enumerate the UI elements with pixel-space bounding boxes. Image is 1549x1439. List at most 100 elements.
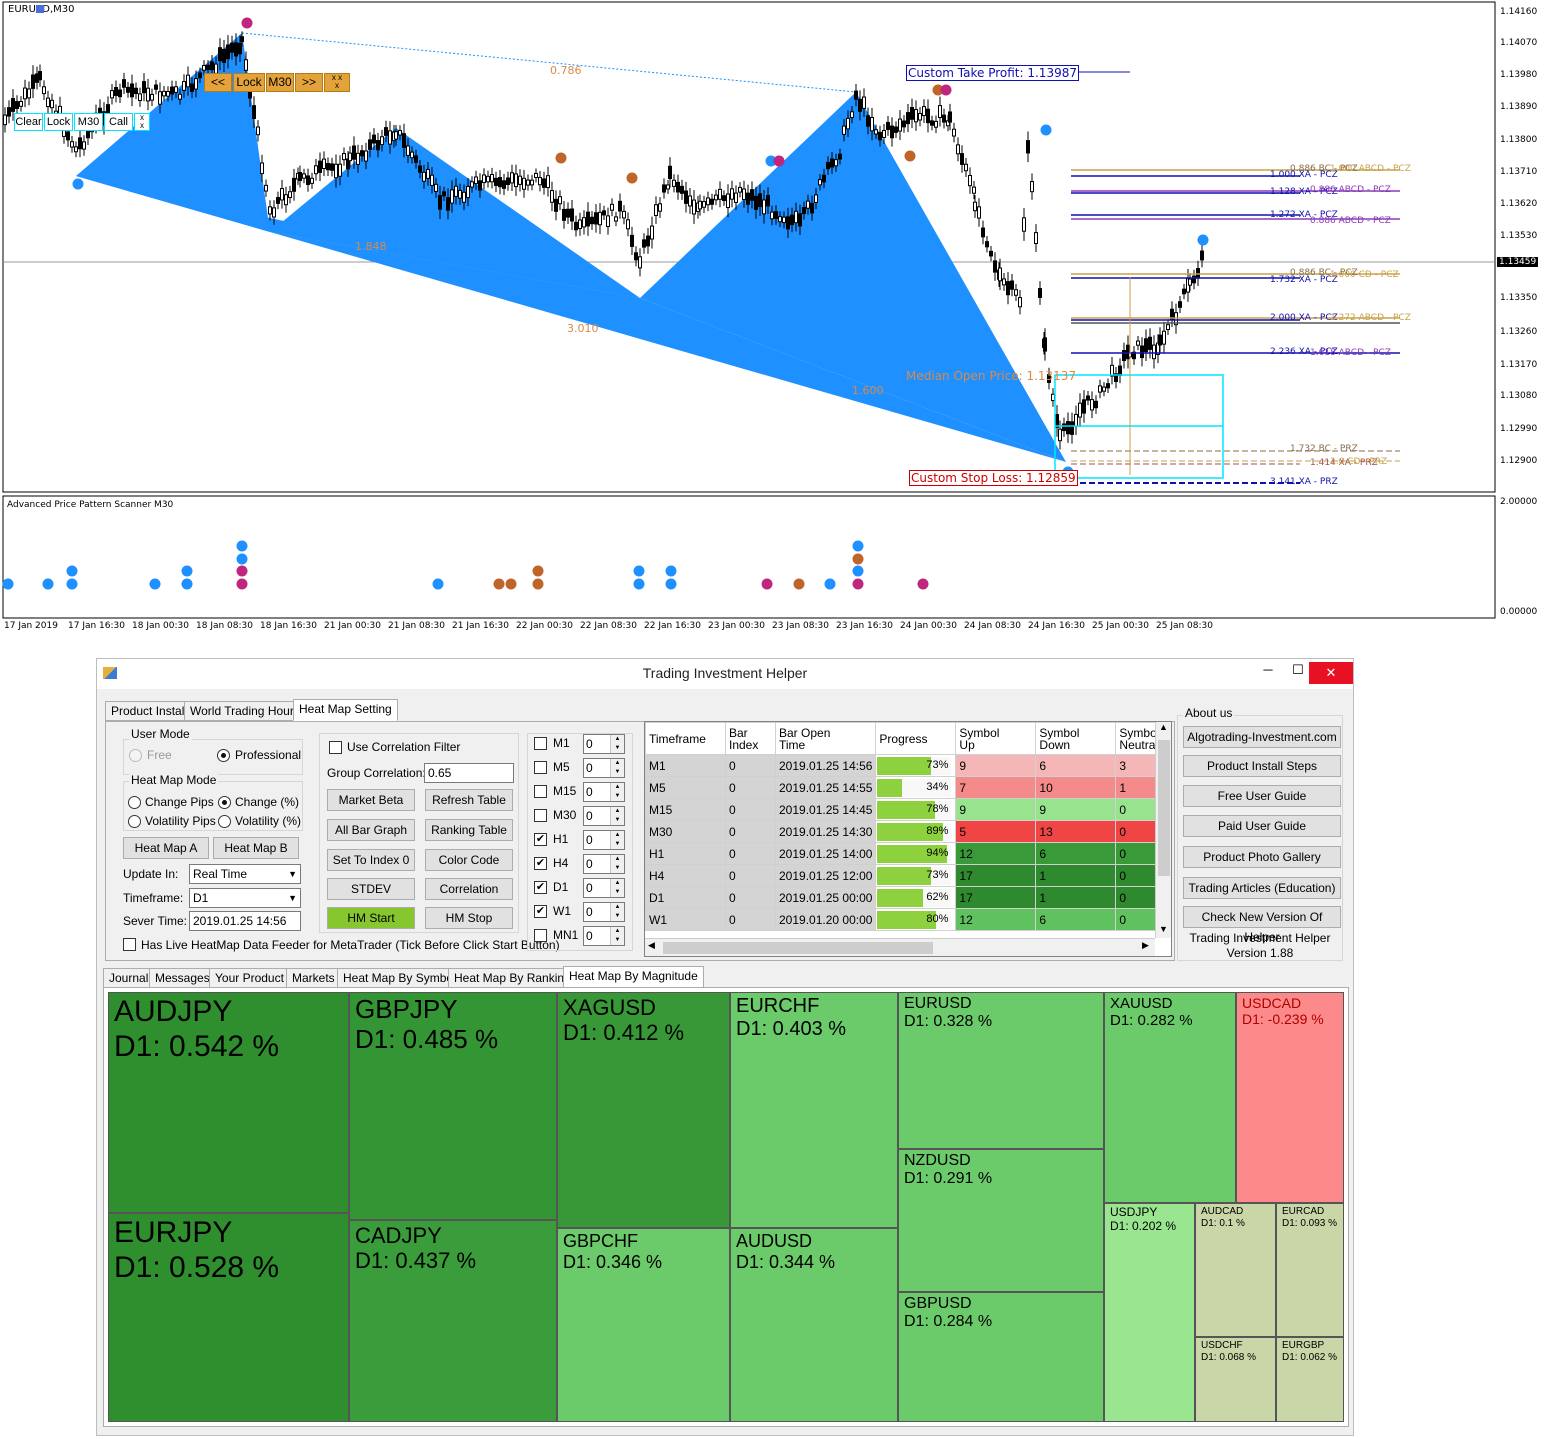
stepper-arrows-icon[interactable]: ▲ ▼ (610, 807, 624, 825)
timeframe-index-stepper[interactable]: 0 ▲ ▼ (583, 926, 625, 946)
heatmap-tile-usdcad[interactable]: USDCAD D1: -0.239 % (1236, 992, 1344, 1203)
heatmap-tile-eurchf[interactable]: EURCHF D1: 0.403 % (730, 992, 898, 1228)
timeframe-checkbox-m30[interactable] (534, 809, 547, 822)
timeframe-index-stepper[interactable]: 0 ▲ ▼ (583, 830, 625, 850)
next-button[interactable]: >> (295, 73, 323, 92)
stepper-arrows-icon[interactable]: ▲ ▼ (610, 879, 624, 897)
tab-markets[interactable]: Markets (286, 968, 341, 988)
heatmap-tile-audusd[interactable]: AUDUSD D1: 0.344 % (730, 1228, 898, 1422)
use-correlation-checkbox[interactable] (329, 741, 342, 754)
table-row[interactable]: M15 0 2019.01.25 14:45 78% 9 9 0 (645, 798, 1164, 821)
heatmap-tile-xauusd[interactable]: XAUUSD D1: 0.282 % (1104, 992, 1236, 1203)
heatmap-tile-gbpusd[interactable]: GBPUSD D1: 0.284 % (898, 1292, 1104, 1422)
table-header[interactable]: Bar Index (725, 722, 776, 755)
table-row[interactable]: H1 0 2019.01.25 14:00 94% 12 6 0 (645, 842, 1164, 865)
group-correlation-field[interactable]: 0.65 (424, 763, 514, 783)
horizontal-scrollbar[interactable]: ◀ ▶ (645, 938, 1155, 956)
minimize-button[interactable]: ─ (1263, 662, 1273, 677)
table-header[interactable]: Timeframe (645, 722, 726, 755)
heatmap-tile-eurcad[interactable]: EURCAD D1: 0.093 % (1276, 1203, 1344, 1337)
hm-start-button[interactable]: HM Start (327, 907, 415, 929)
timeframe-index-stepper[interactable]: 0 ▲ ▼ (583, 806, 625, 826)
set-index-button[interactable]: Set To Index 0 (327, 849, 415, 871)
clear-button[interactable]: Clear (14, 113, 43, 131)
timeframe-checkbox-d1[interactable]: ✔ (534, 881, 547, 894)
refresh-table-button[interactable]: Refresh Table (425, 789, 513, 811)
tab-world-trading-hours[interactable]: World Trading Hours (184, 701, 306, 721)
all-bar-graph-button[interactable]: All Bar Graph (327, 819, 415, 841)
volatility-pips-radio[interactable] (128, 815, 141, 828)
table-row[interactable]: W1 0 2019.01.20 00:00 80% 12 6 0 (645, 908, 1164, 931)
update-in-select[interactable]: Real Time ▼ (189, 864, 301, 884)
heatmap-tile-eurgbp[interactable]: EURGBP D1: 0.062 % (1276, 1337, 1344, 1422)
table-row[interactable]: D1 0 2019.01.25 00:00 62% 17 1 0 (645, 886, 1164, 909)
heatmap-tile-gbpjpy[interactable]: GBPJPY D1: 0.485 % (349, 992, 557, 1220)
tab-your-product[interactable]: Your Product (209, 968, 290, 988)
chevron-down-icon[interactable]: ▼ (1159, 924, 1168, 934)
market-beta-button[interactable]: Market Beta (327, 789, 415, 811)
table-header[interactable]: Symbol Up (955, 722, 1037, 755)
timeframe-select[interactable]: D1 ▼ (189, 888, 301, 908)
ranking-table-button[interactable]: Ranking Table (425, 819, 513, 841)
timeframe-button[interactable]: M30 (266, 73, 294, 92)
heatmap-tile-gbpchf[interactable]: GBPCHF D1: 0.346 % (557, 1228, 730, 1422)
heatmap-tile-nzdusd[interactable]: NZDUSD D1: 0.291 % (898, 1149, 1104, 1292)
prev-button[interactable]: << (204, 73, 232, 92)
timeframe-index-stepper[interactable]: 0 ▲ ▼ (583, 758, 625, 778)
about-button[interactable]: Product Install Steps (1183, 755, 1341, 777)
timeframe-checkbox-m1[interactable] (534, 737, 547, 750)
table-row[interactable]: M5 0 2019.01.25 14:55 34% 7 10 1 (645, 776, 1164, 799)
tab-product-install[interactable]: Product Install (105, 701, 194, 721)
free-radio[interactable] (129, 749, 142, 762)
call-button[interactable]: Call (104, 113, 133, 131)
timeframe-checkbox-w1[interactable]: ✔ (534, 905, 547, 918)
about-button[interactable]: Paid User Guide (1183, 815, 1341, 837)
scrollbar-thumb[interactable] (1158, 740, 1170, 876)
lock-button[interactable]: Lock (233, 73, 265, 92)
table-header[interactable]: Bar Open Time (774, 722, 877, 755)
stepper-arrows-icon[interactable]: ▲ ▼ (610, 927, 624, 945)
stepper-arrows-icon[interactable]: ▲ ▼ (610, 831, 624, 849)
lock-button[interactable]: Lock (44, 113, 73, 131)
stdev-button[interactable]: STDEV (327, 878, 415, 900)
timeframe-checkbox-h4[interactable]: ✔ (534, 857, 547, 870)
heatmap-tile-audjpy[interactable]: AUDJPY D1: 0.542 % (108, 992, 349, 1213)
timeframe-checkbox-mn1[interactable] (534, 929, 547, 942)
heatmap-tile-audcad[interactable]: AUDCAD D1: 0.1 % (1195, 1203, 1276, 1337)
timeframe-checkbox-m5[interactable] (534, 761, 547, 774)
professional-radio[interactable] (217, 749, 230, 762)
tab-heat-map-setting[interactable]: Heat Map Setting (293, 699, 398, 721)
heatmap-tile-usdchf[interactable]: USDCHF D1: 0.068 % (1195, 1337, 1276, 1422)
maximize-button[interactable]: ☐ (1292, 662, 1304, 677)
chevron-up-icon[interactable]: ▲ (1159, 722, 1168, 732)
heatmap-tile-eurusd[interactable]: EURUSD D1: 0.328 % (898, 992, 1104, 1149)
price-chart[interactable]: EURUSD,M30 1.141601.140701.139801.138901… (0, 0, 1549, 640)
change-pct-radio[interactable] (218, 796, 231, 809)
timeframe-checkbox-m15[interactable] (534, 785, 547, 798)
stepper-arrows-icon[interactable]: ▲ ▼ (610, 759, 624, 777)
tab-heat-map-by-magnitude[interactable]: Heat Map By Magnitude (563, 966, 704, 988)
tab-heat-map-by-symbol[interactable]: Heat Map By Symbol (337, 968, 462, 988)
about-button[interactable]: Free User Guide (1183, 785, 1341, 807)
live-feeder-checkbox[interactable] (123, 938, 136, 951)
timeframe-index-stepper[interactable]: 0 ▲ ▼ (583, 878, 625, 898)
tab-messages[interactable]: Messages (149, 968, 216, 988)
about-button[interactable]: Algotrading-Investment.com (1183, 726, 1341, 748)
tab-journal[interactable]: Journal (103, 968, 155, 988)
tab-heat-map-by-ranking[interactable]: Heat Map By Ranking (448, 968, 577, 988)
about-button[interactable]: Product Photo Gallery (1183, 846, 1341, 868)
change-pips-radio[interactable] (128, 796, 141, 809)
heatmap-tile-eurjpy[interactable]: EURJPY D1: 0.528 % (108, 1213, 349, 1422)
timeframe-index-stepper[interactable]: 0 ▲ ▼ (583, 902, 625, 922)
server-time-field[interactable]: 2019.01.25 14:56 (189, 911, 301, 931)
stepper-arrows-icon[interactable]: ▲ ▼ (610, 855, 624, 873)
heatmap-tile-usdjpy[interactable]: USDJPY D1: 0.202 % (1104, 1203, 1195, 1422)
stepper-arrows-icon[interactable]: ▲ ▼ (610, 735, 624, 753)
correlation-button[interactable]: Correlation (425, 878, 513, 900)
table-row[interactable]: M30 0 2019.01.25 14:30 89% 5 13 0 (645, 820, 1164, 843)
scrollbar-thumb[interactable] (663, 942, 933, 954)
timeframe-button[interactable]: M30 (74, 113, 103, 131)
heat-map-b-button[interactable]: Heat Map B (213, 837, 299, 859)
chart-canvas[interactable] (0, 0, 1549, 640)
stepper-arrows-icon[interactable]: ▲ ▼ (610, 903, 624, 921)
